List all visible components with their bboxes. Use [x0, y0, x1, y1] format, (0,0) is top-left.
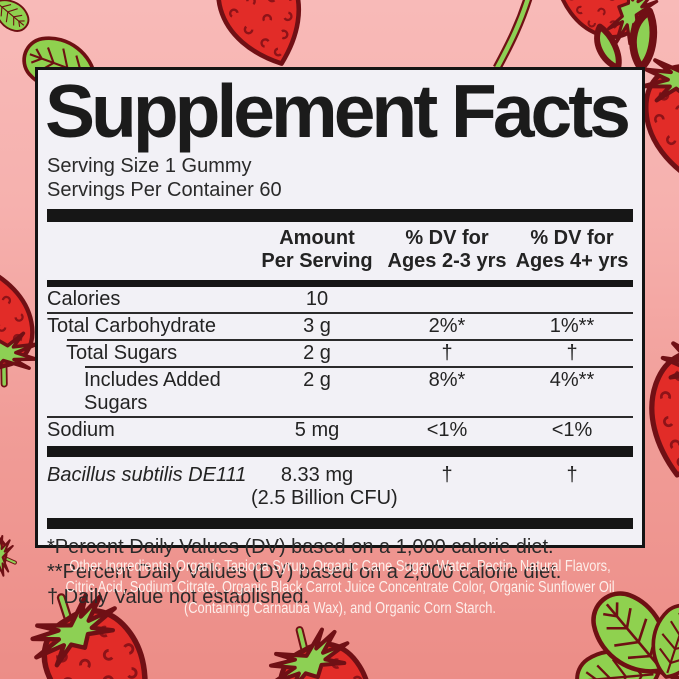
- table-row-probiotic: Bacillus subtilis DE111 8.33 mg (2.5 Bil…: [47, 464, 578, 509]
- other-ingredients-text: Other Ingredients: Organic Tapioca Syrup…: [64, 558, 615, 617]
- divider-under-header: [47, 280, 633, 287]
- serving-size: Serving Size 1 Gummy: [47, 155, 252, 177]
- table-row-total-sugars: Total Sugars 2 g † †: [66, 342, 578, 364]
- divider: [47, 416, 633, 418]
- strawberry-bottom-center: [257, 613, 396, 679]
- supplement-facts-panel: Supplement Facts Serving Size 1 Gummy Se…: [35, 67, 645, 608]
- table-row-total-carbohydrate: Total Carbohydrate 3 g 2%* 1%**: [47, 315, 595, 337]
- probiotic-name: Bacillus subtilis DE111: [47, 464, 247, 486]
- footnote-1000-calorie: *Percent Daily Values (DV) based on a 1,…: [47, 536, 554, 558]
- divider-thick-top: [47, 209, 633, 222]
- probiotic-cfu-note: (2.5 Billion CFU): [251, 487, 398, 509]
- table-row-calories: Calories 10: [47, 288, 329, 310]
- panel-title: Supplement Facts: [45, 69, 631, 153]
- table-header-row: Amount Per Serving % DV for Ages 2-3 yrs…: [47, 222, 633, 276]
- divider: [67, 339, 633, 341]
- header-dv-ages-4plus: % DV for Ages 4+ yrs: [515, 227, 629, 272]
- leaf-cluster-bottom-right: [575, 580, 679, 679]
- divider-thick-mid-1: [47, 446, 633, 457]
- divider-thick-mid-2: [47, 518, 633, 529]
- strawberry-top-center: [202, 0, 318, 77]
- leaf-corner-top-left: [0, 0, 35, 38]
- header-amount: Amount Per Serving: [261, 227, 373, 272]
- table-row-sodium: Sodium 5 mg <1% <1%: [47, 419, 593, 441]
- divider: [85, 366, 633, 368]
- footnote-2000-calorie: **Percent Daily Values (DV) based on a 2…: [47, 561, 562, 583]
- divider: [47, 312, 633, 314]
- header-dv-ages-2-3: % DV for Ages 2-3 yrs: [387, 227, 507, 272]
- servings-per-container: Servings Per Container 60: [47, 179, 282, 201]
- footnotes: *Percent Daily Values (DV) based on a 1,…: [47, 535, 633, 610]
- footnote-dv-not-established: † Daily Value not established.: [47, 586, 310, 608]
- probiotic-amount: 8.33 mg (2.5 Billion CFU): [251, 464, 398, 509]
- table-row-added-sugars: Includes Added Sugars 2 g 8%* 4%**: [84, 369, 595, 414]
